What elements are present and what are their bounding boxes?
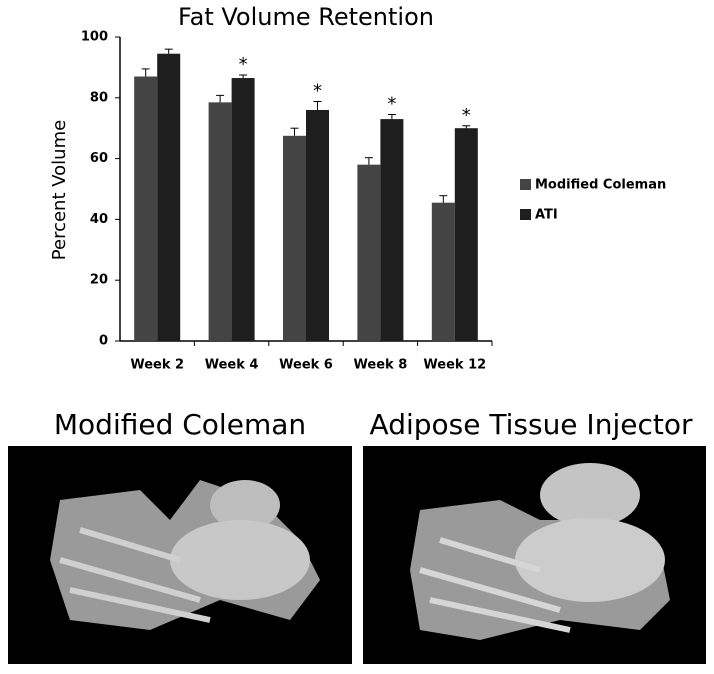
y-axis-label: Percent Volume (49, 120, 70, 260)
bar (431, 202, 455, 341)
legend-swatch (520, 179, 531, 190)
bar (357, 164, 381, 341)
x-tick-label: Week 8 (354, 358, 408, 373)
significance-mark: * (239, 54, 248, 75)
bar (134, 76, 158, 342)
panel-title: Modified Coleman (54, 408, 306, 441)
bar (380, 119, 404, 341)
y-tick-label: 20 (90, 273, 108, 288)
y-tick-label: 80 (90, 90, 108, 105)
bar (231, 78, 255, 341)
bar (454, 128, 478, 341)
significance-mark: * (387, 94, 396, 115)
y-tick-label: 40 (90, 212, 108, 227)
panel-title: Adipose Tissue Injector (370, 408, 693, 441)
significance-mark: * (313, 80, 322, 101)
x-tick-label: Week 6 (279, 358, 333, 373)
y-tick-label: 100 (81, 30, 108, 45)
y-tick-label: 0 (99, 334, 108, 349)
chart-title: Fat Volume Retention (178, 3, 434, 31)
legend-swatch (520, 209, 531, 220)
panel-image (8, 446, 352, 664)
x-tick-label: Week 12 (423, 358, 486, 373)
bar (208, 102, 232, 341)
bar (306, 109, 329, 342)
bar (283, 135, 306, 341)
x-tick-label: Week 2 (130, 358, 184, 373)
panel-image (363, 446, 706, 664)
legend-label: Modified Coleman (535, 178, 666, 193)
x-tick-label: Week 4 (205, 358, 259, 373)
legend-label: ATI (535, 208, 558, 223)
bar (157, 53, 181, 341)
significance-mark: * (462, 105, 471, 126)
y-tick-label: 60 (90, 151, 108, 166)
